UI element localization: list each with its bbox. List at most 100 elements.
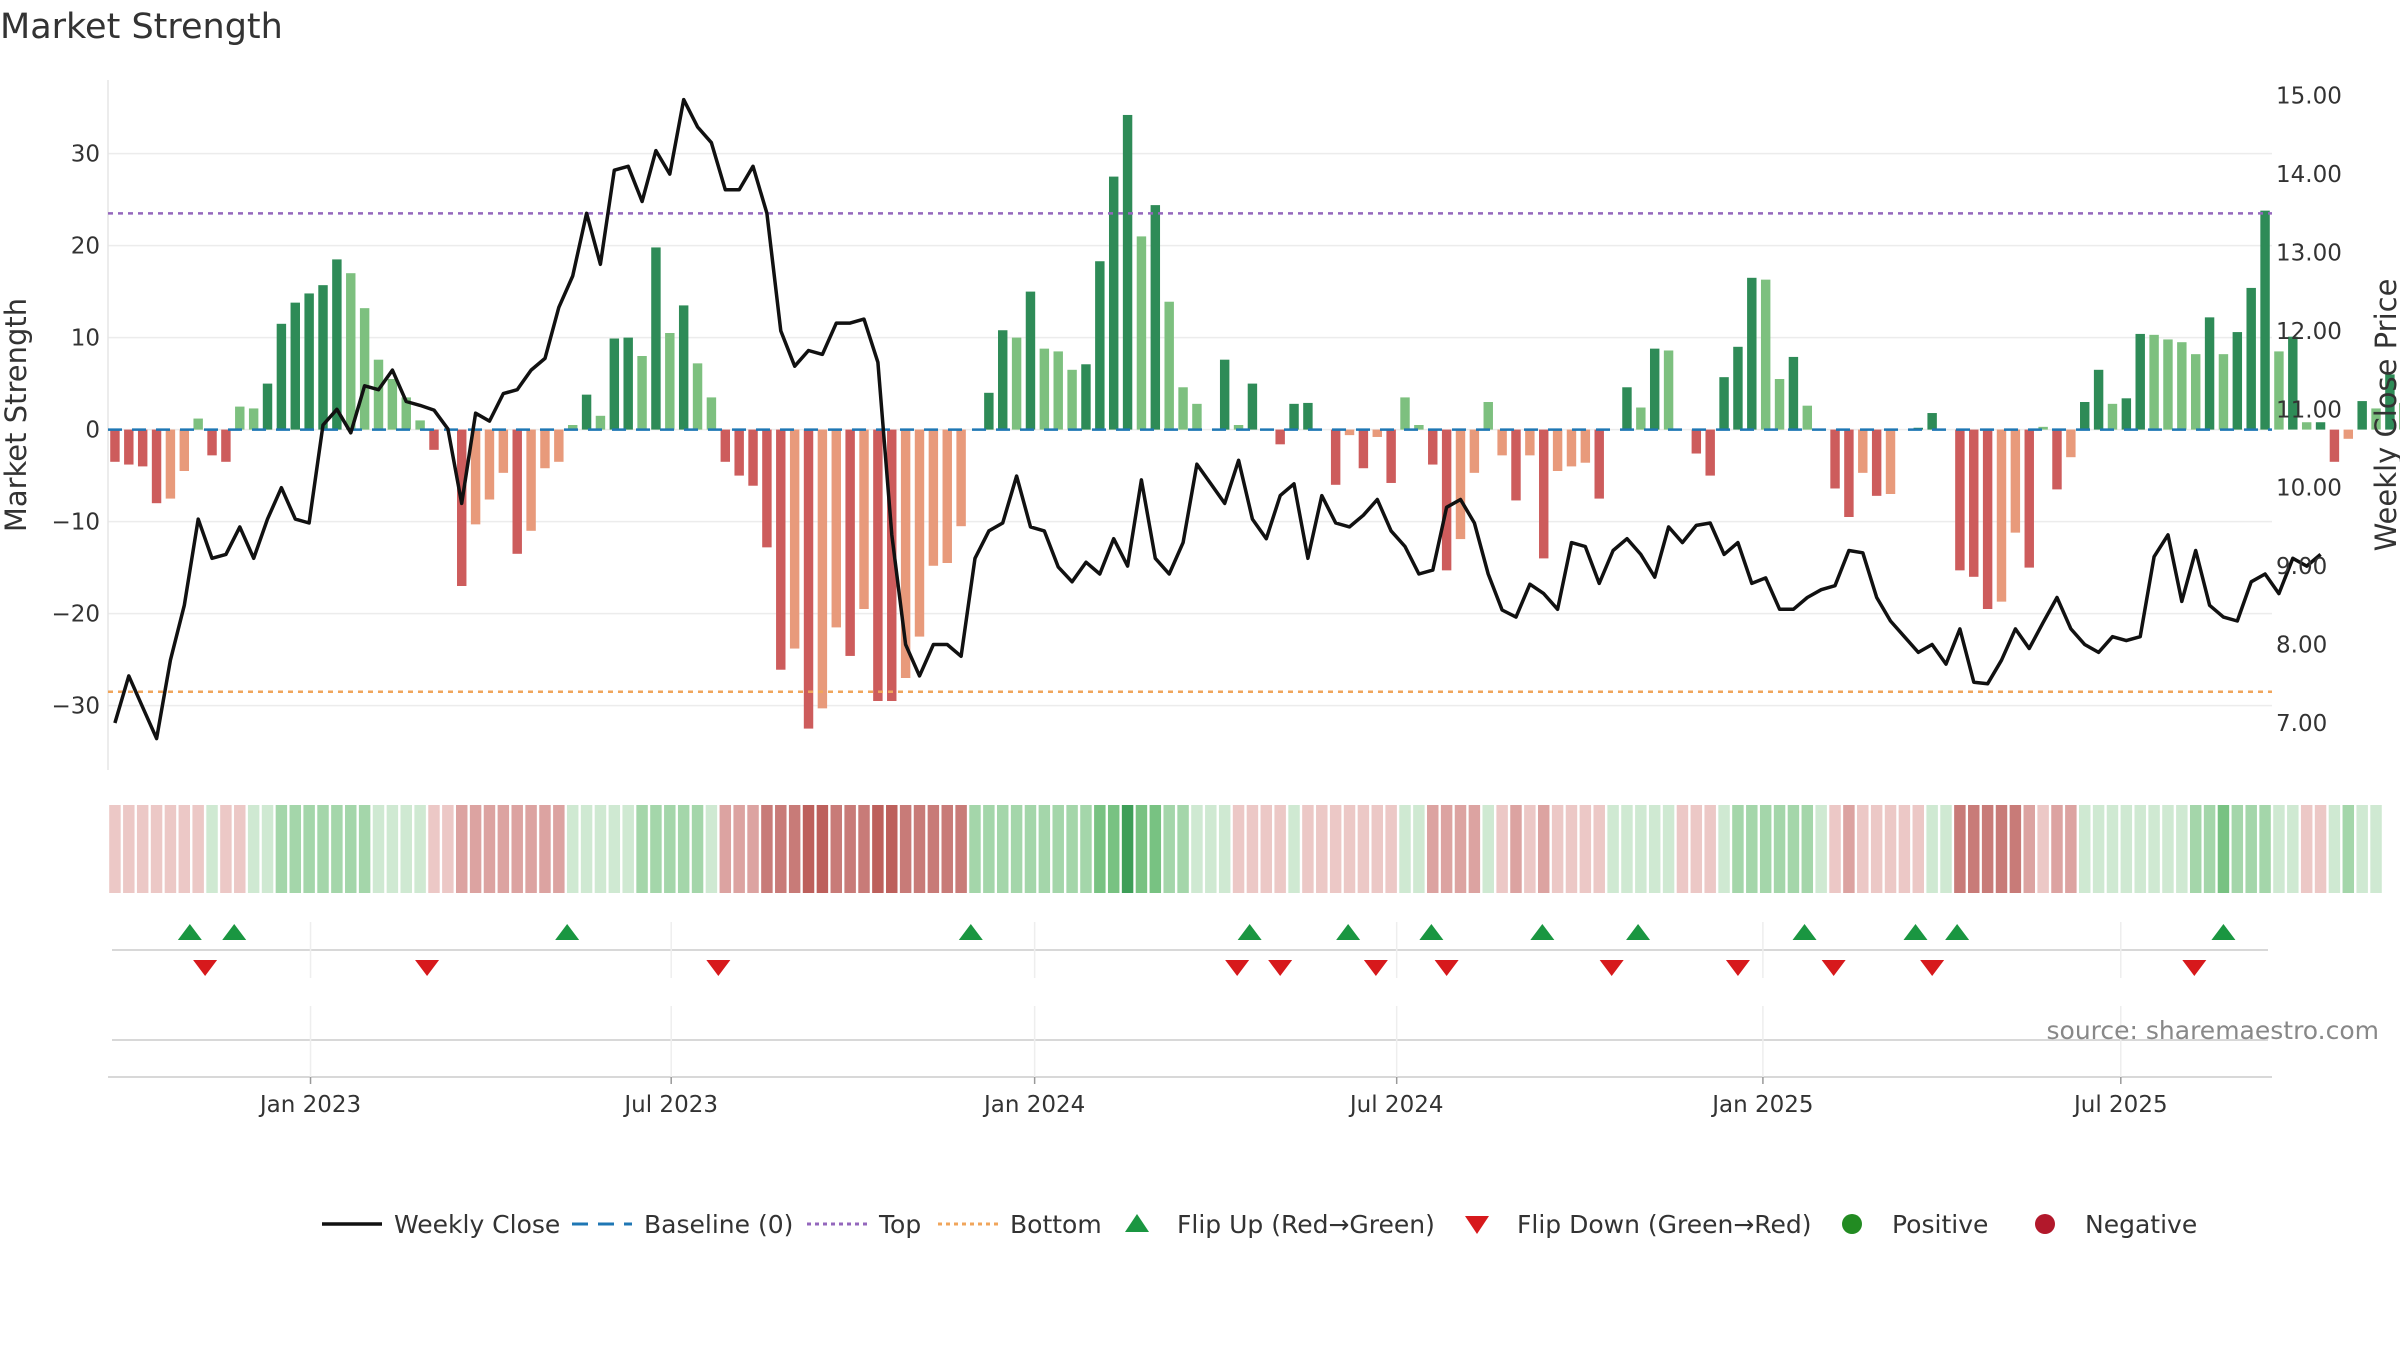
heat-cell <box>747 805 759 893</box>
flip-down-marker <box>1920 960 1945 976</box>
flip-down-marker <box>1363 960 1388 976</box>
heat-cell <box>1191 805 1203 893</box>
strength-bar <box>1525 429 1535 456</box>
heat-cell <box>941 805 953 893</box>
strength-bar <box>2315 422 2326 430</box>
heat-cell <box>1316 805 1328 893</box>
heat-cell <box>1399 805 1411 893</box>
strength-bar <box>359 308 370 430</box>
strength-bar <box>1982 429 1993 609</box>
strength-bar <box>1871 429 1882 496</box>
heat-cell <box>511 805 523 893</box>
right-tick-label: 12.00 <box>2276 319 2342 345</box>
strength-bar <box>928 429 939 566</box>
heat-cell <box>1787 805 1800 893</box>
strength-bar <box>1233 425 1244 430</box>
flip-markers <box>177 924 2236 976</box>
flip-up-marker <box>1903 924 1928 940</box>
heat-cell <box>2176 805 2188 893</box>
heat-cell <box>289 805 302 893</box>
heat-cell <box>331 805 343 893</box>
heat-cell <box>1870 805 1883 893</box>
heat-cell <box>2065 805 2077 893</box>
heat-cell <box>1329 805 1342 893</box>
strength-bar <box>776 429 786 670</box>
heat-cell <box>705 805 718 893</box>
strength-bar <box>401 397 411 430</box>
flip-down-marker <box>1268 960 1293 976</box>
strength-bar <box>1747 277 1757 430</box>
heat-cell <box>2106 805 2119 893</box>
right-tick-label: 7.00 <box>2276 711 2327 737</box>
flip-down-marker <box>2182 960 2207 976</box>
heat-cell <box>1801 805 1814 893</box>
heat-cell <box>2023 805 2035 893</box>
strength-bar <box>124 429 134 465</box>
strength-bar <box>734 429 744 476</box>
flip-up-marker <box>1530 924 1555 940</box>
heat-cell <box>1773 805 1786 893</box>
heat-cell <box>455 805 468 893</box>
heat-cell <box>1357 805 1370 893</box>
strength-bar <box>706 397 717 430</box>
heat-cell <box>358 805 371 893</box>
heat-cell <box>802 805 815 893</box>
heat-cell <box>622 805 634 893</box>
heat-cell <box>1038 805 1051 893</box>
strength-bar <box>1830 429 1840 489</box>
heat-cell <box>317 805 329 893</box>
heat-cell <box>788 805 801 893</box>
heat-cell <box>1427 805 1439 893</box>
heat-cell <box>1052 805 1064 893</box>
strength-bar <box>221 429 231 462</box>
legend: Weekly Close Baseline (0) Top Bottom Flip Up… <box>322 1210 2197 1239</box>
strength-bar <box>165 429 176 499</box>
strength-bar <box>2232 332 2243 430</box>
heat-cell <box>1995 805 2008 893</box>
flip-down-marker <box>706 960 731 976</box>
heat-cell <box>234 805 246 893</box>
strength-bar <box>1594 429 1604 499</box>
strength-bar <box>304 293 314 430</box>
heat-cell <box>400 805 412 893</box>
heat-cell <box>996 805 1009 893</box>
heat-cell <box>608 805 621 893</box>
strength-bar <box>110 429 120 462</box>
strength-bar <box>1011 337 1022 430</box>
strength-bar <box>1414 425 1424 430</box>
heat-cell <box>2148 805 2160 893</box>
right-tick-label: 10.00 <box>2276 476 2342 502</box>
grid-lines <box>107 80 2272 770</box>
right-tick-label: 14.00 <box>2276 162 2342 188</box>
strength-bar <box>540 429 550 469</box>
weekly-close-line <box>113 97 2322 741</box>
heat-cell <box>1010 805 1023 893</box>
legend-label: Flip Down (Green→Red) <box>1517 1210 1812 1239</box>
heat-cell <box>2370 805 2382 893</box>
heat-cell <box>414 805 426 893</box>
strength-bar <box>984 392 994 430</box>
strength-bar <box>1455 429 1466 540</box>
x-tick-label: Jan 2025 <box>1710 1092 1813 1118</box>
heat-cell <box>969 805 981 893</box>
strength-bar <box>2093 369 2104 430</box>
heat-cell <box>1565 805 1578 893</box>
strength-bar <box>1691 429 1702 454</box>
strength-bar <box>1178 387 1188 430</box>
heat-cell <box>220 805 232 893</box>
heat-cell <box>580 805 593 893</box>
heat-cell <box>1066 805 1078 893</box>
right-tick-label: 9.00 <box>2276 554 2327 580</box>
strength-bar <box>429 429 439 450</box>
strength-bar <box>887 429 897 701</box>
flip-up-marker <box>1237 924 1262 940</box>
left-axis-title: Market Strength <box>0 298 33 532</box>
heat-cell <box>2078 805 2091 893</box>
heat-cell <box>1440 805 1453 893</box>
heat-cell <box>1898 805 1911 893</box>
strength-bar <box>2218 354 2229 430</box>
legend-item: Flip Up (Red→Green) <box>1125 1210 1435 1239</box>
strength-bar <box>1122 114 1133 430</box>
strength-bar <box>1858 429 1868 473</box>
right-tick-label: 11.00 <box>2276 397 2342 423</box>
